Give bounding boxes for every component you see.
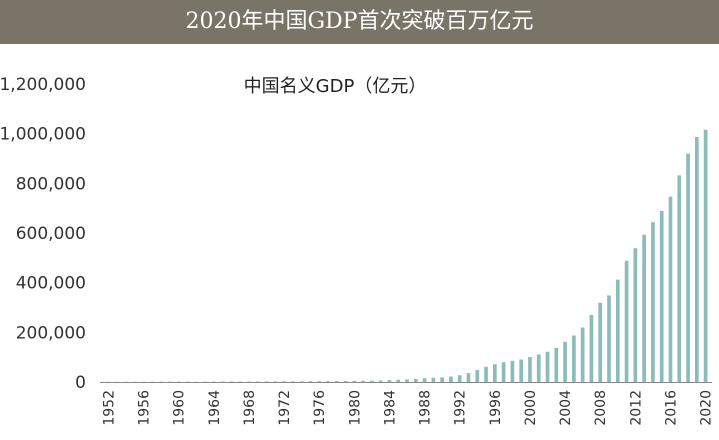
bar-2012 <box>633 248 638 382</box>
bar-1987 <box>413 378 418 382</box>
bar-2014 <box>651 222 655 382</box>
y-tick-label: 1,200,000 <box>0 75 86 95</box>
bar-2010 <box>615 279 620 382</box>
bar-2004 <box>563 341 567 382</box>
x-tick-label: 1980 <box>347 390 363 426</box>
bar-2002 <box>545 351 550 382</box>
bar-2020 <box>703 129 708 382</box>
banner-title: 2020年中国GDP首次突破百万亿元 <box>0 0 719 44</box>
bar-1973 <box>290 381 295 382</box>
bar-2008 <box>598 302 603 382</box>
bar-1985 <box>396 379 401 382</box>
gdp-bar-chart: 中国名义GDP（亿元） 0 200,000 400,000 600,000 800,00… <box>0 75 715 426</box>
bar-1977 <box>326 381 330 382</box>
bar-1996 <box>492 364 497 382</box>
x-tick-label: 2004 <box>558 390 574 426</box>
bar-1989 <box>431 377 436 382</box>
y-tick-label: 1,000,000 <box>0 125 86 145</box>
bar-1972 <box>282 381 286 382</box>
bar-1956 <box>141 381 146 383</box>
bar-1964 <box>211 381 216 383</box>
bar-1961 <box>185 381 190 383</box>
x-tick-label: 1956 <box>137 390 153 426</box>
bar-1995 <box>484 366 488 382</box>
y-tick-label: 800,000 <box>16 174 86 194</box>
bar-1979 <box>343 380 348 382</box>
bar-1965 <box>220 381 225 383</box>
bar-1958 <box>159 381 163 383</box>
x-tick-label: 1952 <box>101 390 117 426</box>
bar-1966 <box>229 381 234 383</box>
bar-2001 <box>536 354 541 382</box>
bar-1963 <box>203 381 207 383</box>
bar-1982 <box>370 380 374 382</box>
bar-2017 <box>677 175 682 382</box>
bar-1974 <box>299 381 304 382</box>
x-tick-label: 1984 <box>382 390 398 426</box>
y-tick-label: 600,000 <box>16 224 86 244</box>
bar-2011 <box>624 260 629 382</box>
bar-2016 <box>668 196 673 382</box>
bar-2006 <box>580 327 585 382</box>
x-axis: 1952 1956 1960 1964 1968 1972 1976 1980 1984 1988… <box>101 390 714 426</box>
x-tick-label: 1968 <box>242 390 258 426</box>
bar-1981 <box>361 380 365 382</box>
y-axis: 0 200,000 400,000 600,000 800,000 1,000,000 1,… <box>0 75 86 393</box>
bar-1968 <box>247 381 251 383</box>
x-tick-label: 2000 <box>523 390 539 426</box>
x-tick-label: 1960 <box>172 390 188 426</box>
bar-2013 <box>642 234 646 382</box>
y-tick-label: 200,000 <box>16 323 86 343</box>
bar-1986 <box>405 379 409 382</box>
x-tick-label: 1964 <box>207 390 223 426</box>
x-tick-label: 1996 <box>488 390 504 426</box>
bar-2019 <box>694 137 699 382</box>
y-tick-label: 400,000 <box>16 274 86 294</box>
x-tick-label: 1972 <box>277 390 293 426</box>
x-tick-label: 1976 <box>312 390 328 426</box>
bar-2005 <box>572 335 576 382</box>
bar-1969 <box>255 381 260 383</box>
bar-1990 <box>440 377 444 382</box>
bar-1997 <box>501 362 506 382</box>
bar-1975 <box>308 381 313 382</box>
bar-1978 <box>334 381 339 382</box>
bar-2007 <box>589 314 594 382</box>
bar-1967 <box>238 381 242 383</box>
bar-1971 <box>273 381 278 382</box>
bar-1960 <box>176 381 181 383</box>
bar-2003 <box>554 347 559 382</box>
bar-1992 <box>457 375 462 382</box>
x-tick-label: 1992 <box>453 390 469 426</box>
bar-1957 <box>150 381 155 383</box>
bar-1962 <box>194 381 199 383</box>
bar-1988 <box>422 378 427 382</box>
bar-1980 <box>352 380 357 382</box>
bar-1959 <box>168 381 172 383</box>
bar-series <box>106 129 708 383</box>
x-tick-label: 1988 <box>418 390 434 426</box>
x-tick-label: 2016 <box>663 390 679 426</box>
bar-1993 <box>466 373 471 382</box>
bar-1994 <box>475 369 480 382</box>
bar-2015 <box>659 210 664 382</box>
bar-2018 <box>686 153 690 382</box>
y-tick-label: 0 <box>75 373 86 393</box>
bar-1991 <box>449 376 453 382</box>
x-tick-label: 2020 <box>699 390 715 426</box>
bar-1976 <box>317 381 322 382</box>
bar-1970 <box>264 381 269 382</box>
bar-1999 <box>519 359 524 382</box>
chart-title: 中国名义GDP（亿元） <box>244 76 427 97</box>
bar-2009 <box>607 295 611 382</box>
bar-2000 <box>528 357 532 382</box>
bar-1984 <box>387 380 392 382</box>
bar-1983 <box>378 380 383 382</box>
x-tick-label: 2008 <box>593 390 609 426</box>
bar-1998 <box>510 360 515 382</box>
x-tick-label: 2012 <box>628 390 644 426</box>
